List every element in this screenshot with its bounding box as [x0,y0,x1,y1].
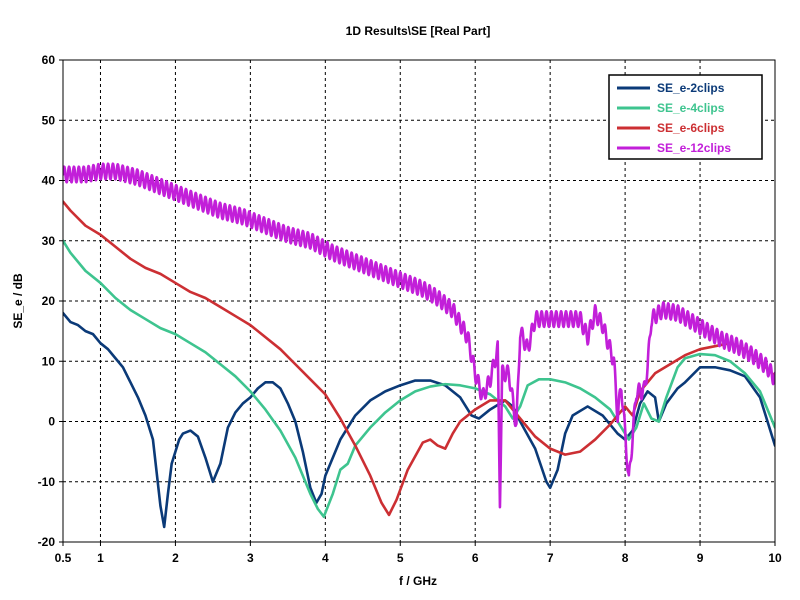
y-tick-label: 30 [42,234,56,248]
x-tick-label: 2 [172,551,179,565]
y-tick-label: 60 [42,53,56,67]
x-axis-ticks: 0.5 1 2 3 4 5 6 7 8 9 10 [55,542,782,565]
y-tick-label: 20 [42,294,56,308]
x-tick-label: 7 [547,551,554,565]
x-axis-label: f / GHz [399,574,437,588]
legend-item-se-e-6clips-label: SE_e-6clips [657,121,725,135]
series-se-e-4clips-line [63,239,775,518]
series-se-e-2clips-line [63,311,775,529]
legend: SE_e-2clips SE_e-4clips SE_e-6clips SE_e-12… [608,74,763,160]
series-se-e-12clips-line [63,162,775,509]
chart-title: 1D Results\SE [Real Part] [346,24,491,38]
x-tick-label: 8 [622,551,629,565]
y-tick-label: -20 [38,535,56,549]
x-tick-label: 0.5 [55,551,72,565]
legend-item-se-e-4clips-label: SE_e-4clips [657,101,725,115]
legend-item-se-e-2clips-label: SE_e-2clips [657,81,725,95]
series-layer [63,162,775,529]
x-tick-label: 10 [768,551,782,565]
y-tick-label: -10 [38,475,56,489]
x-tick-label: 4 [322,551,329,565]
legend-item-se-e-12clips-label: SE_e-12clips [657,141,731,155]
y-axis-ticks: -20 -10 0 10 20 30 40 50 60 [38,53,63,549]
x-tick-label: 1 [97,551,104,565]
x-tick-label: 3 [247,551,254,565]
y-tick-label: 40 [42,174,56,188]
y-tick-label: 0 [48,415,55,429]
y-tick-label: 50 [42,113,56,127]
x-tick-label: 6 [472,551,479,565]
y-axis-label: SE_e / dB [11,273,25,329]
y-tick-label: 10 [42,354,56,368]
x-tick-label: 5 [397,551,404,565]
x-tick-label: 9 [697,551,704,565]
plot-frame [62,59,776,543]
